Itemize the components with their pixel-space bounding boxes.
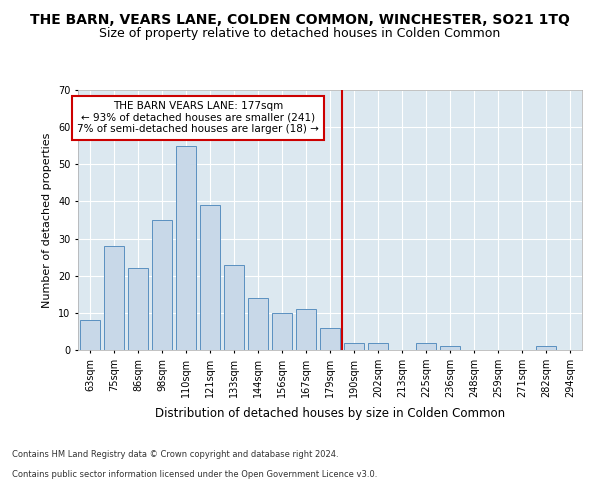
Text: THE BARN VEARS LANE: 177sqm
← 93% of detached houses are smaller (241)
7% of sem: THE BARN VEARS LANE: 177sqm ← 93% of det… (77, 101, 319, 134)
Bar (200, 205, 220, 350)
Text: Contains public sector information licensed under the Open Government Licence v3: Contains public sector information licen… (12, 470, 377, 479)
Bar (104, 246, 124, 350)
Bar (320, 328, 340, 350)
Text: Distribution of detached houses by size in Colden Common: Distribution of detached houses by size … (155, 408, 505, 420)
Bar (296, 309, 316, 350)
Bar (344, 342, 364, 350)
Bar (416, 342, 436, 350)
Bar (440, 346, 460, 350)
Bar (176, 146, 196, 350)
Bar (224, 264, 244, 350)
Bar (80, 320, 100, 350)
Bar (128, 268, 148, 350)
Text: THE BARN, VEARS LANE, COLDEN COMMON, WINCHESTER, SO21 1TQ: THE BARN, VEARS LANE, COLDEN COMMON, WIN… (30, 12, 570, 26)
Bar (272, 313, 292, 350)
Y-axis label: Number of detached properties: Number of detached properties (43, 132, 52, 308)
Bar (368, 342, 388, 350)
Text: Size of property relative to detached houses in Colden Common: Size of property relative to detached ho… (100, 28, 500, 40)
Bar (152, 220, 172, 350)
Text: Contains HM Land Registry data © Crown copyright and database right 2024.: Contains HM Land Registry data © Crown c… (12, 450, 338, 459)
Bar (248, 298, 268, 350)
Bar (536, 346, 556, 350)
